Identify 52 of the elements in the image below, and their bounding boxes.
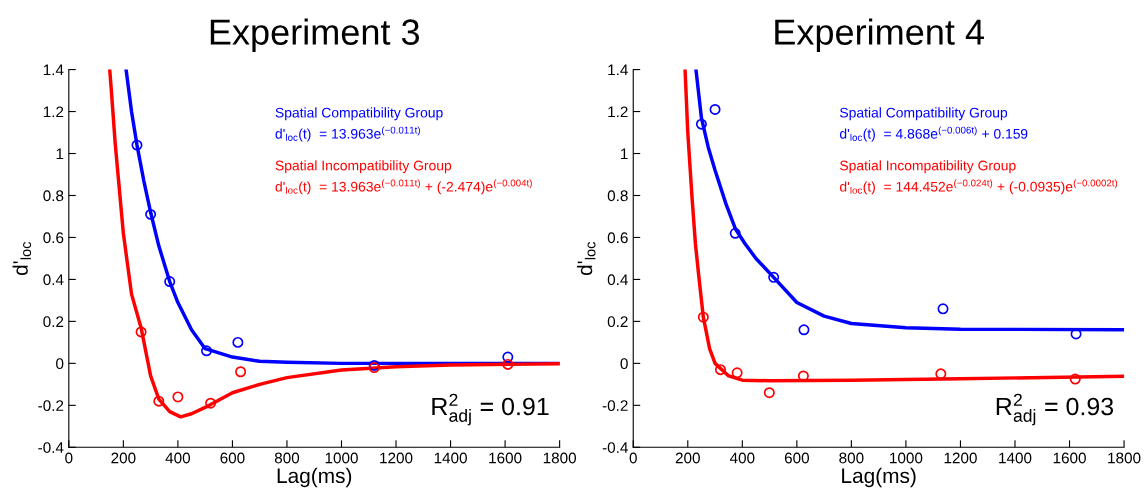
- y-tick-label: 0: [620, 358, 628, 370]
- x-tick-label: 1200: [944, 452, 977, 464]
- x-axis-title: Lag(ms): [277, 467, 352, 488]
- annotation: R$^{2}$$_{adj}$ = 0.91: [432, 393, 549, 426]
- x-tick-label: 1600: [1053, 452, 1086, 464]
- text: Spatial Compatibility Group d'$_{loc}$(t) = 4.868e$^{(−0.006t)}$ + 0.159: [839, 107, 1028, 142]
- y-tick-label: 0.6: [43, 232, 64, 244]
- x-tick-label: 0: [629, 452, 637, 464]
- x-tick-label: 200: [111, 452, 136, 464]
- annotation: R$^{2}$$_{adj}$ = 0.93: [996, 393, 1114, 426]
- x-tick-label: 1400: [434, 452, 467, 464]
- x-tick-label: 1600: [489, 452, 522, 464]
- x-tick-label: 800: [274, 452, 300, 464]
- y-tick-label: 0.8: [607, 190, 628, 202]
- y-tick-label: 0.2: [607, 316, 628, 328]
- text: Spatial Incompatibility Group d'$_{loc}$(t) = 13.963e$^{(−0.011t)}$ + (-2.474)e$^{(−0.004t)}$: [275, 160, 532, 195]
- y-tick-label: 0.4: [607, 274, 628, 286]
- x-tick-label: 200: [675, 452, 700, 464]
- x-tick-label: 400: [165, 452, 191, 464]
- y-tick-label: 1.2: [608, 106, 628, 118]
- x-tick-label: 1000: [890, 452, 923, 464]
- text: Spatial Compatibility Group d'$_{loc}$(t) = 13.963e$^{(−0.011t)}$: [275, 107, 443, 142]
- x-tick-label: 600: [784, 452, 809, 464]
- y-tick-label: 0.6: [607, 232, 628, 244]
- y-tick-label: 1.4: [608, 64, 628, 76]
- x-tick-label: 1400: [999, 452, 1032, 464]
- x-axis-title: Lag(ms): [842, 467, 916, 488]
- y-tick-label: 1.4: [43, 64, 64, 76]
- chart-title: Experiment 3: [210, 18, 420, 53]
- x-tick-label: 1800: [543, 452, 577, 464]
- y-axis-title: d'$_{loc}$: [12, 241, 32, 276]
- text: Spatial Incompatibility Group d'$_{loc}$(t) = 144.452e$^{(−0.024t)}$ + (-0.0935)e$^{(−0.0002t)}$: [839, 160, 1118, 195]
- x-tick-label: 1000: [325, 452, 358, 464]
- y-tick-label: 0.8: [43, 190, 64, 202]
- y-tick-label: 1: [56, 148, 64, 160]
- chart-title: Experiment 4: [775, 18, 984, 53]
- x-tick-label: 800: [839, 452, 864, 464]
- y-tick-label: -0.4: [602, 442, 628, 453]
- x-tick-label: 0: [65, 452, 73, 464]
- y-axis-title: d'$_{loc}$: [576, 241, 596, 276]
- x-tick-label: 1200: [380, 452, 413, 464]
- x-tick-label: 600: [220, 452, 245, 464]
- y-tick-label: -0.2: [602, 400, 628, 412]
- y-tick-label: -0.4: [38, 442, 64, 453]
- y-tick-label: 1.2: [43, 106, 64, 118]
- y-tick-label: 0: [56, 358, 64, 370]
- x-tick-label: 1800: [1108, 452, 1141, 464]
- y-tick-label: 0.4: [43, 274, 64, 286]
- y-tick-label: -0.2: [38, 400, 64, 412]
- y-tick-label: 1: [621, 148, 628, 160]
- x-tick-label: 400: [729, 452, 755, 464]
- y-tick-label: 0.2: [43, 316, 64, 328]
